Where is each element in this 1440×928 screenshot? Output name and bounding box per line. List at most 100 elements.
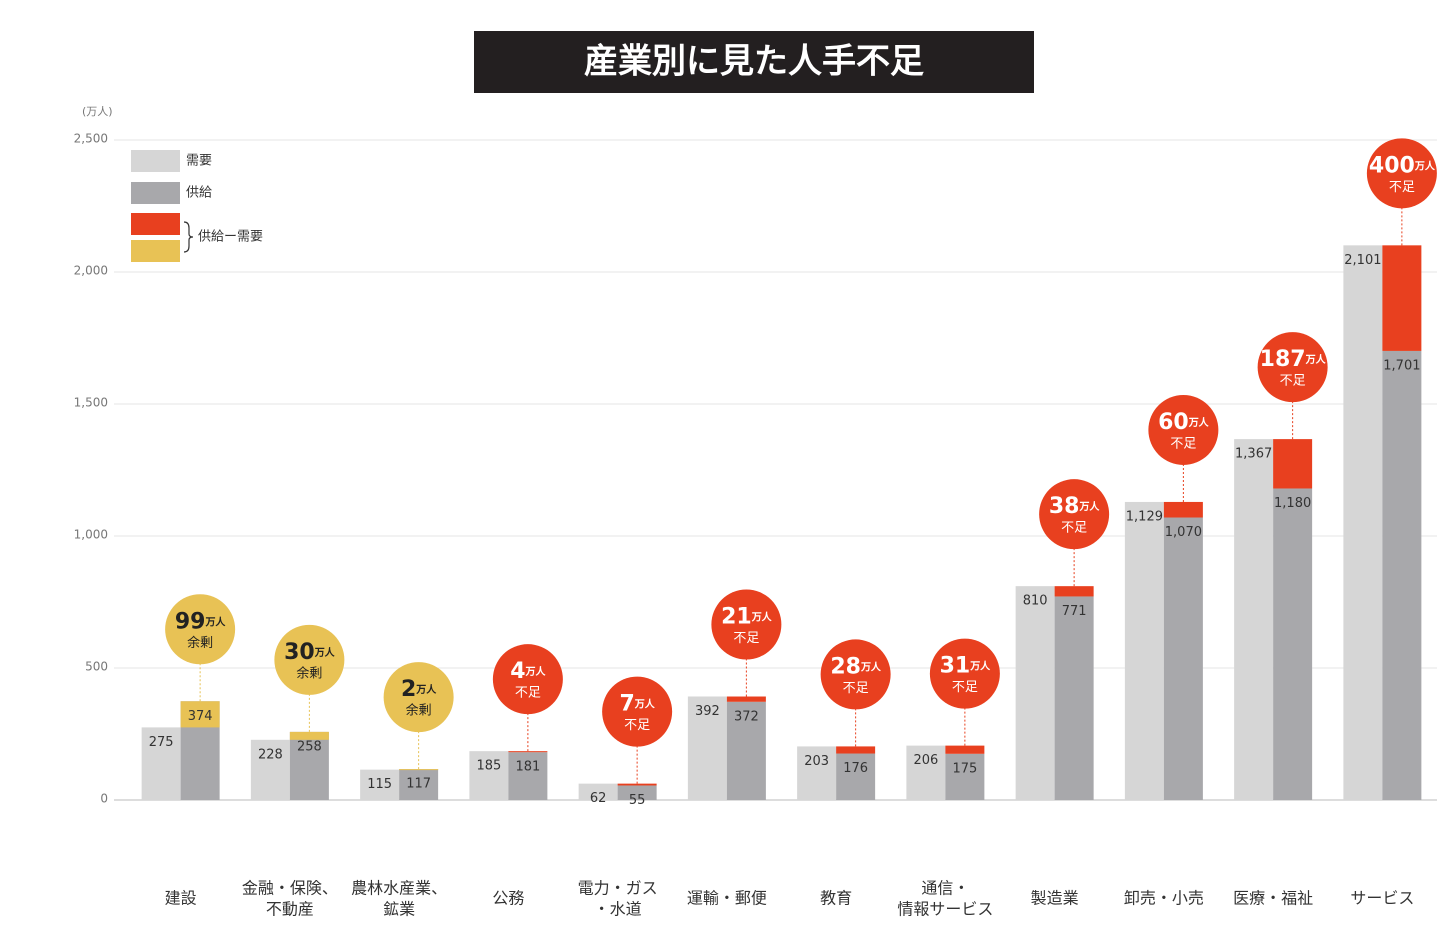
value-label: 117 bbox=[406, 777, 431, 792]
demand-bar bbox=[1234, 439, 1274, 800]
gap-bubble bbox=[820, 639, 891, 710]
demand-bar bbox=[469, 751, 509, 800]
gap-segment bbox=[1054, 586, 1094, 597]
value-label: 62 bbox=[590, 791, 607, 806]
x-tick-label: 金融・保険、不動産 bbox=[242, 878, 338, 918]
value-label: 176 bbox=[843, 761, 868, 776]
gap-bubble bbox=[1039, 479, 1110, 550]
value-label: 372 bbox=[734, 709, 759, 724]
value-label: 1,367 bbox=[1235, 447, 1272, 462]
gap-unit: 万人 bbox=[314, 646, 336, 659]
gap-label: 2万人 bbox=[401, 677, 437, 702]
gap-segment bbox=[508, 751, 548, 753]
gap-unit: 万人 bbox=[204, 615, 226, 628]
gap-unit: 万人 bbox=[634, 698, 656, 711]
gap-status: 不足 bbox=[843, 681, 869, 696]
supply-bar bbox=[836, 753, 876, 800]
value-label: 771 bbox=[1062, 604, 1087, 619]
gap-status: 不足 bbox=[1389, 180, 1415, 195]
y-tick-label: 1,000 bbox=[74, 528, 108, 542]
gap-segment bbox=[289, 731, 329, 740]
supply-bar bbox=[1054, 596, 1094, 800]
gap-value: 30 bbox=[284, 640, 315, 665]
gap-segment bbox=[1273, 439, 1313, 489]
x-tick-label: 電力・ガス・水道 bbox=[578, 878, 658, 918]
gap-value: 4 bbox=[510, 659, 525, 684]
gap-bubble bbox=[711, 589, 782, 660]
value-label: 203 bbox=[804, 754, 829, 769]
gap-value: 28 bbox=[830, 654, 861, 679]
gap-unit: 万人 bbox=[1078, 500, 1100, 513]
demand-bar bbox=[250, 739, 290, 800]
y-tick-label: 2,500 bbox=[74, 132, 108, 146]
y-tick-label: 0 bbox=[100, 792, 108, 806]
gap-label: 7万人 bbox=[619, 692, 655, 717]
gap-value: 99 bbox=[175, 609, 206, 634]
gap-status: 不足 bbox=[1061, 521, 1087, 536]
value-label: 115 bbox=[367, 777, 392, 792]
gap-value: 187 bbox=[1260, 347, 1306, 372]
demand-bar bbox=[1343, 245, 1383, 800]
gap-status: 余剰 bbox=[187, 635, 213, 651]
gap-value: 31 bbox=[940, 654, 971, 679]
gap-label: 21万人 bbox=[721, 605, 773, 630]
gap-segment bbox=[945, 745, 985, 754]
legend-swatch bbox=[131, 240, 180, 262]
chart-title: 産業別に見た人手不足 bbox=[584, 42, 924, 82]
value-label: 1,180 bbox=[1274, 496, 1311, 511]
gap-unit: 万人 bbox=[525, 665, 547, 678]
y-unit: (万人) bbox=[82, 105, 113, 118]
gap-value: 21 bbox=[721, 605, 752, 630]
gap-segment bbox=[180, 701, 220, 728]
gap-unit: 万人 bbox=[1305, 353, 1327, 366]
value-label: 185 bbox=[476, 759, 501, 774]
value-label: 55 bbox=[629, 793, 646, 808]
gap-bubble bbox=[602, 676, 673, 747]
gap-label: 60万人 bbox=[1158, 410, 1210, 435]
value-label: 258 bbox=[297, 739, 322, 754]
supply-bar bbox=[617, 785, 657, 800]
gap-bubble bbox=[1366, 138, 1437, 209]
supply-bar bbox=[508, 752, 548, 800]
gap-label: 38万人 bbox=[1049, 494, 1101, 519]
demand-bar bbox=[1124, 501, 1164, 800]
x-tick-label: 教育 bbox=[820, 889, 852, 908]
value-label: 2,101 bbox=[1344, 253, 1381, 268]
value-label: 810 bbox=[1023, 594, 1048, 609]
demand-bar bbox=[1015, 586, 1055, 800]
supply-bar bbox=[1382, 350, 1422, 800]
gap-label: 30万人 bbox=[284, 640, 336, 665]
gap-unit: 万人 bbox=[1188, 416, 1210, 429]
gap-segment bbox=[836, 746, 876, 754]
gap-bubble bbox=[929, 638, 1000, 709]
value-label: 392 bbox=[695, 704, 720, 719]
y-tick-label: 2,000 bbox=[74, 264, 108, 278]
supply-bar bbox=[1163, 517, 1203, 800]
supply-bar bbox=[945, 753, 985, 800]
legend-label: 供給 bbox=[186, 186, 212, 201]
demand-bar bbox=[578, 783, 618, 800]
gap-unit: 万人 bbox=[860, 660, 882, 673]
gap-bubble bbox=[492, 644, 563, 715]
demand-bar bbox=[797, 746, 837, 800]
x-tick-label: 公務 bbox=[492, 889, 524, 908]
value-label: 228 bbox=[258, 747, 283, 762]
gap-status: 不足 bbox=[624, 718, 650, 733]
x-tick-label: 農林水産業、鉱業 bbox=[351, 878, 447, 918]
legend-brace bbox=[183, 221, 194, 253]
gap-bubble bbox=[383, 662, 454, 733]
gap-status: 不足 bbox=[733, 631, 759, 646]
value-label: 1,129 bbox=[1126, 509, 1163, 524]
gap-segment bbox=[399, 769, 439, 771]
gap-label: 99万人 bbox=[175, 609, 227, 634]
demand-bar bbox=[687, 696, 727, 800]
value-label: 1,070 bbox=[1165, 525, 1202, 540]
gap-status: 不足 bbox=[1170, 436, 1196, 451]
value-label: 175 bbox=[952, 761, 977, 776]
gap-bubble bbox=[1148, 394, 1219, 465]
gap-segment bbox=[726, 696, 766, 702]
gap-segment bbox=[1163, 501, 1203, 518]
x-tick-label: 卸売・小売 bbox=[1124, 889, 1204, 908]
